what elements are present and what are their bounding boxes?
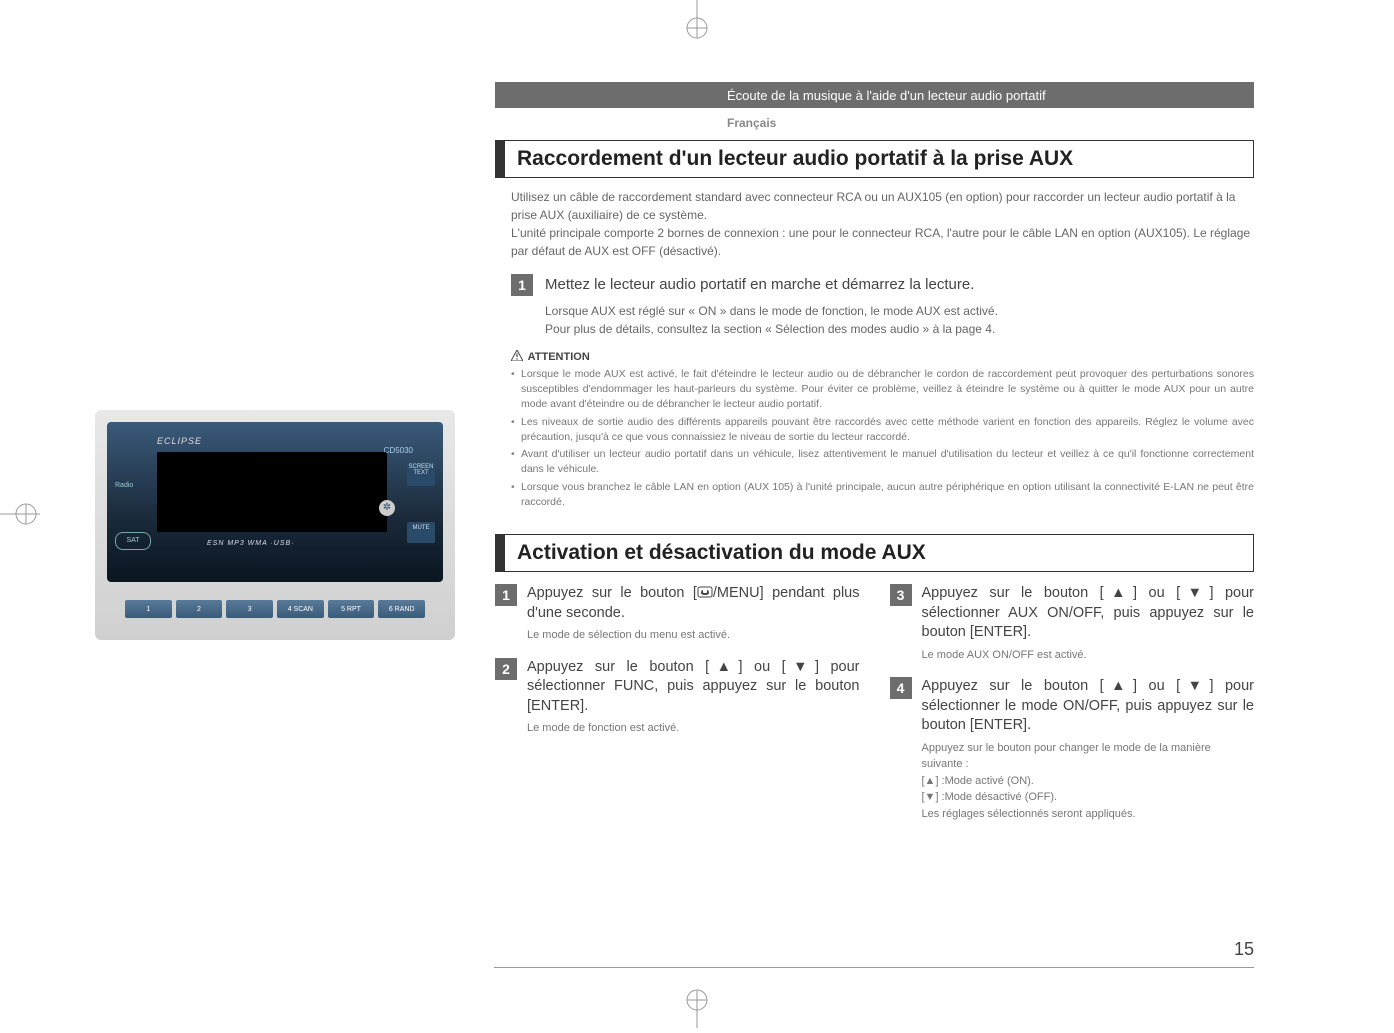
- section2-columns: 1 Appuyez sur le bouton [/MENU] pendant …: [495, 584, 1254, 836]
- attention-block: ATTENTION Lorsque le mode AUX est activé…: [495, 350, 1254, 510]
- device-sat-label: SAT: [115, 532, 151, 550]
- step4-desc-line1: Appuyez sur le bouton pour changer le mo…: [922, 740, 1255, 773]
- step4-desc-line4: Les réglages sélectionnés seront appliqu…: [922, 806, 1255, 823]
- device-btn: 5 RPT: [328, 600, 375, 618]
- crop-mark-top: [677, 0, 717, 40]
- header-breadcrumb: Écoute de la musique à l'aide d'un lecte…: [727, 88, 1046, 103]
- device-photo: ECLIPSE CD5030 SCREEN TEXT ✲ MUTE ESN MP…: [95, 410, 455, 640]
- section1-step1: 1 Mettez le lecteur audio portatif en ma…: [495, 274, 1254, 296]
- section2-step4: 4 Appuyez sur le bouton [▲] ou [▼] pour …: [890, 677, 1255, 736]
- section1-title: Raccordement d'un lecteur audio portatif…: [495, 140, 1254, 178]
- step1-title: Appuyez sur le bouton [/MENU] pendant pl…: [527, 584, 860, 623]
- step-number: 1: [511, 274, 533, 296]
- device-format-labels: ESN MP3 WMA ·USB·: [207, 540, 295, 547]
- step-number: 3: [890, 584, 912, 606]
- device-btn: 4 SCAN: [277, 600, 324, 618]
- attention-item: Lorsque vous branchez le câble LAN en op…: [511, 480, 1254, 510]
- page-footer-line: [494, 967, 1254, 968]
- attention-item: Lorsque le mode AUX est activé, le fait …: [511, 367, 1254, 413]
- crop-mark-bottom: [677, 988, 717, 1028]
- phone-icon: [697, 585, 713, 597]
- step4-desc-line3: [▼] :Mode désactivé (OFF).: [922, 789, 1255, 806]
- step1-title-a: Appuyez sur le bouton [: [527, 585, 697, 601]
- device-screen: [157, 452, 387, 532]
- intro-p2: L'unité principale comporte 2 bornes de …: [511, 224, 1254, 260]
- section2-step1: 1 Appuyez sur le bouton [/MENU] pendant …: [495, 584, 860, 623]
- step4-title: Appuyez sur le bouton [▲] ou [▼] pour sé…: [922, 677, 1255, 736]
- device-preset-buttons: 1 2 3 4 SCAN 5 RPT 6 RAND: [125, 600, 425, 618]
- step1-desc-line2: Pour plus de détails, consultez la secti…: [545, 320, 1254, 338]
- step1-desc-line1: Lorsque AUX est réglé sur « ON » dans le…: [545, 302, 1254, 320]
- step1-title: Mettez le lecteur audio portatif en marc…: [545, 274, 974, 295]
- page-number: 15: [1234, 939, 1254, 960]
- attention-item: Les niveaux de sortie audio des différen…: [511, 415, 1254, 445]
- step1-desc: Lorsque AUX est réglé sur « ON » dans le…: [495, 302, 1254, 338]
- section2-col-right: 3 Appuyez sur le bouton [▲] ou [▼] pour …: [890, 584, 1255, 836]
- attention-item: Avant d'utiliser un lecteur audio portat…: [511, 447, 1254, 477]
- device-mute-button: MUTE: [407, 522, 435, 543]
- step3-title: Appuyez sur le bouton [▲] ou [▼] pour sé…: [922, 584, 1255, 643]
- header-bar: Écoute de la musique à l'aide d'un lecte…: [495, 82, 1254, 108]
- section2-step3: 3 Appuyez sur le bouton [▲] ou [▼] pour …: [890, 584, 1255, 643]
- device-btn: 6 RAND: [378, 600, 425, 618]
- crop-mark-left: [0, 494, 40, 534]
- step4-desc-line2: [▲] :Mode activé (ON).: [922, 773, 1255, 790]
- device-btn: 2: [176, 600, 223, 618]
- device-logo: ECLIPSE: [157, 436, 237, 448]
- main-content: Raccordement d'un lecteur audio portatif…: [495, 140, 1254, 836]
- step2-desc: Le mode de fonction est activé.: [495, 720, 860, 737]
- warning-icon: [511, 350, 523, 361]
- step-number: 4: [890, 677, 912, 699]
- step2-title: Appuyez sur le bouton [▲] ou [▼] pour sé…: [527, 658, 860, 717]
- language-label: Français: [727, 116, 776, 130]
- step3-desc: Le mode AUX ON/OFF est activé.: [890, 647, 1255, 664]
- device-btn: 3: [226, 600, 273, 618]
- step1-desc: Le mode de sélection du menu est activé.: [495, 627, 860, 644]
- device-btn: 1: [125, 600, 172, 618]
- section2-col-left: 1 Appuyez sur le bouton [/MENU] pendant …: [495, 584, 860, 836]
- device-screen-text-button: SCREEN TEXT: [407, 462, 435, 486]
- attention-label: ATTENTION: [528, 351, 590, 363]
- attention-list: Lorsque le mode AUX est activé, le fait …: [511, 367, 1254, 510]
- section2-title: Activation et désactivation du mode AUX: [495, 534, 1254, 572]
- step-number: 2: [495, 658, 517, 680]
- device-face: ECLIPSE CD5030 SCREEN TEXT ✲ MUTE ESN MP…: [107, 422, 443, 582]
- attention-title: ATTENTION: [511, 350, 1254, 363]
- section1-intro: Utilisez un câble de raccordement standa…: [495, 188, 1254, 260]
- step-number: 1: [495, 584, 517, 606]
- step4-desc: Appuyez sur le bouton pour changer le mo…: [890, 740, 1255, 823]
- bluetooth-icon: ✲: [379, 500, 395, 516]
- section2-step2: 2 Appuyez sur le bouton [▲] ou [▼] pour …: [495, 658, 860, 717]
- device-radio-label: Radio: [115, 482, 133, 489]
- device-model: CD5030: [384, 446, 413, 455]
- intro-p1: Utilisez un câble de raccordement standa…: [511, 188, 1254, 224]
